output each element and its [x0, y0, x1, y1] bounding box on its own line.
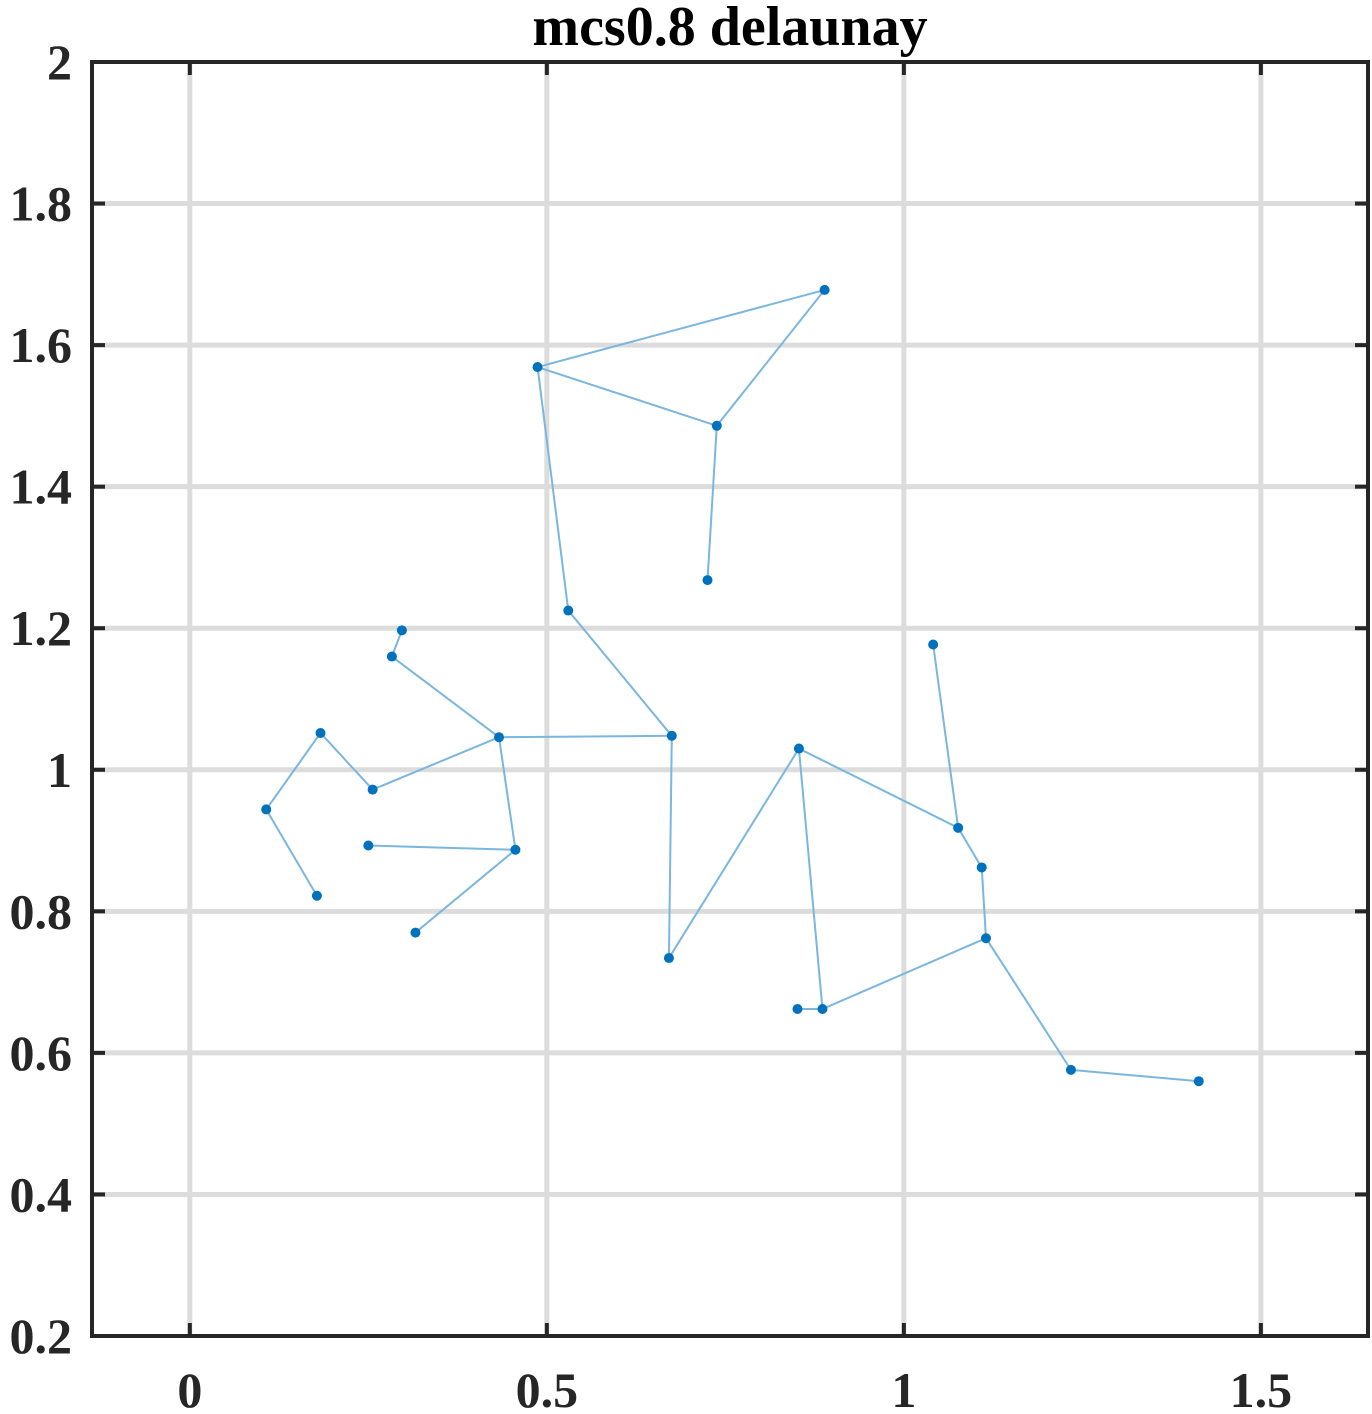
graph-edge-15 [706, 425, 718, 581]
graph-edge-7 [368, 844, 516, 851]
graph-edge-24 [822, 937, 987, 1010]
x-tick-label: 1 [891, 1362, 916, 1414]
graph-edge-4 [391, 655, 500, 739]
y-tick-label: 1.8 [10, 176, 73, 232]
graph-edge-2 [265, 808, 318, 897]
graph-node-18 [792, 1004, 803, 1015]
graph-node-22 [976, 862, 987, 873]
graph-node-2 [367, 784, 378, 795]
graph-edge-11 [536, 366, 570, 611]
y-tick-label: 1.2 [10, 600, 73, 656]
graph-node-17 [793, 743, 804, 754]
graph-node-14 [702, 575, 713, 586]
graph-node-9 [510, 844, 521, 855]
graph-nodes [261, 284, 1204, 1087]
graph-edge-21 [932, 644, 960, 828]
y-tick-label: 0.8 [10, 883, 73, 939]
graph-edge-26 [1070, 1068, 1199, 1083]
graph-edge-16 [667, 735, 673, 959]
graph-edge-23 [980, 867, 987, 939]
x-tick-label: 0 [177, 1362, 202, 1414]
y-tick-label: 1.6 [10, 317, 73, 373]
y-tick-label: 1.4 [10, 459, 73, 515]
chart-title: mcs0.8 delaunay [532, 0, 927, 58]
graph-node-25 [1193, 1076, 1204, 1087]
graph-node-23 [980, 933, 991, 944]
graph-edge-3 [372, 736, 500, 791]
graph-node-7 [396, 625, 407, 636]
graph-node-20 [928, 639, 939, 650]
grid [92, 62, 1368, 1336]
graph-node-4 [363, 840, 374, 851]
graph-edge-12 [537, 288, 825, 369]
axis-ticks [92, 60, 1368, 1338]
graph-edge-25 [985, 937, 1072, 1071]
x-axis-tick-labels: 0 0.5 1 1.5 [177, 1362, 1292, 1414]
graph-node-19 [817, 1004, 828, 1015]
x-tick-label: 1.5 [1230, 1362, 1293, 1414]
graph-edge-0 [265, 732, 322, 810]
graph-edge-9 [498, 734, 672, 739]
graph-edges [265, 288, 1199, 1083]
graph-node-8 [494, 732, 505, 743]
graph-edge-17 [668, 748, 800, 959]
y-tick-label: 0.2 [10, 1308, 73, 1364]
graph-node-5 [410, 927, 421, 938]
graph-edge-8 [414, 848, 517, 934]
graph-edge-18 [798, 747, 959, 829]
graph-node-11 [563, 605, 574, 616]
y-axis-tick-labels: 0.2 0.4 0.6 0.8 1 1.2 1.4 1.6 1.8 2 [10, 34, 73, 1364]
graph-edge-13 [716, 289, 826, 427]
graph-edge-19 [797, 748, 824, 1010]
graph-edge-22 [957, 827, 983, 868]
graph-edge-1 [319, 732, 374, 791]
graph-node-16 [819, 284, 830, 295]
graph-node-3 [311, 890, 322, 901]
plot-area-frame [90, 60, 1370, 1338]
graph-node-0 [261, 804, 272, 815]
graph-edge-6 [498, 737, 517, 850]
graph-node-13 [663, 953, 674, 964]
graph-node-21 [953, 822, 964, 833]
y-tick-label: 1 [47, 742, 72, 798]
x-tick-label: 0.5 [516, 1362, 579, 1414]
y-tick-label: 2 [47, 34, 72, 90]
graph-node-10 [532, 362, 543, 373]
y-tick-label: 0.6 [10, 1025, 73, 1081]
graph-node-6 [386, 651, 397, 662]
graph-edge-14 [537, 366, 718, 427]
graph-node-12 [666, 730, 677, 741]
graph-edge-10 [567, 609, 673, 737]
graph-node-24 [1065, 1064, 1076, 1075]
graph-node-15 [711, 420, 722, 431]
y-tick-label: 0.4 [10, 1166, 73, 1222]
graph-node-1 [315, 727, 326, 738]
